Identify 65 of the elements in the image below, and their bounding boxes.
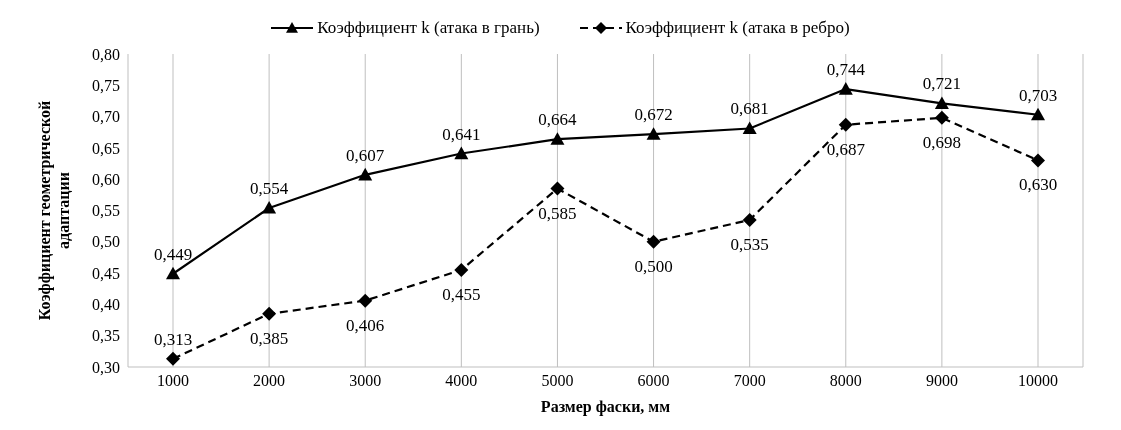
point [454,262,469,277]
point [550,181,565,196]
data-label: 0,703 [1018,85,1058,105]
data-label: 0,449 [153,244,193,264]
x-tick-label: 6000 [637,372,670,390]
point [550,132,565,145]
y-tick-label: 0,75 [92,76,120,94]
x-tick-label: 3000 [349,372,382,390]
point [262,306,277,321]
legend-label: Коэффициент k (атака в грань) [316,18,540,38]
point [742,121,757,135]
data-label: 0,641 [442,124,481,144]
y-tick-label: 0,55 [92,202,120,220]
y-axis-title: Коэффициент геометрической адаптации [36,100,72,321]
data-label: 0,385 [249,328,289,348]
data-label: 0,630 [1018,175,1058,195]
x-axis-title: Размер фаски, мм [540,398,671,416]
point [1031,153,1045,168]
data-label: 0,607 [346,145,385,165]
point [838,82,853,95]
data-label: 0,681 [730,99,769,119]
y-tick-label: 0,80 [92,45,120,63]
y-tick-label: 0,30 [92,358,120,376]
x-tick-label: 7000 [733,372,766,390]
y-tick-label: 0,60 [92,170,120,188]
y-tick-label: 0,50 [92,233,120,251]
data-label: 0,313 [153,329,193,349]
data-label: 0,554 [249,179,289,198]
x-tick-label: 5000 [541,372,574,390]
y-tick-label: 0,45 [92,264,120,282]
data-label: 0,687 [826,139,866,159]
point [1031,107,1045,121]
point [646,127,661,140]
point [838,117,853,132]
data-label: 0,406 [346,315,385,335]
point [646,234,661,249]
x-tick-label: 9000 [925,372,958,390]
point [262,201,277,214]
data-label: 0,535 [730,234,769,254]
x-tick-label: 2000 [253,372,286,390]
point [934,110,949,125]
point [742,212,757,227]
y-tick-label: 0,70 [92,108,120,126]
y-tick-label: 0,40 [92,296,120,314]
point [358,167,373,181]
x-tick-label: 10000 [1018,372,1058,390]
point [166,266,180,280]
x-tick-label: 1000 [157,372,189,390]
data-label: 0,744 [826,60,866,80]
data-label: 0,672 [634,105,673,125]
point [454,146,469,160]
data-label: 0,721 [922,74,962,94]
y-tick-label: 0,35 [92,327,120,345]
data-label: 0,664 [538,110,578,130]
point [934,96,949,110]
legend-label: Коэффициент k (атака в ребро) [624,18,850,38]
point [358,293,373,308]
x-tick-label: 8000 [829,372,862,390]
y-tick-label: 0,65 [92,139,120,157]
data-label: 0,585 [538,203,577,223]
data-label: 0,698 [922,132,962,152]
data-label: 0,455 [442,284,481,304]
data-label: 0,500 [634,256,673,276]
point [166,351,180,366]
x-tick-label: 4000 [445,372,478,390]
